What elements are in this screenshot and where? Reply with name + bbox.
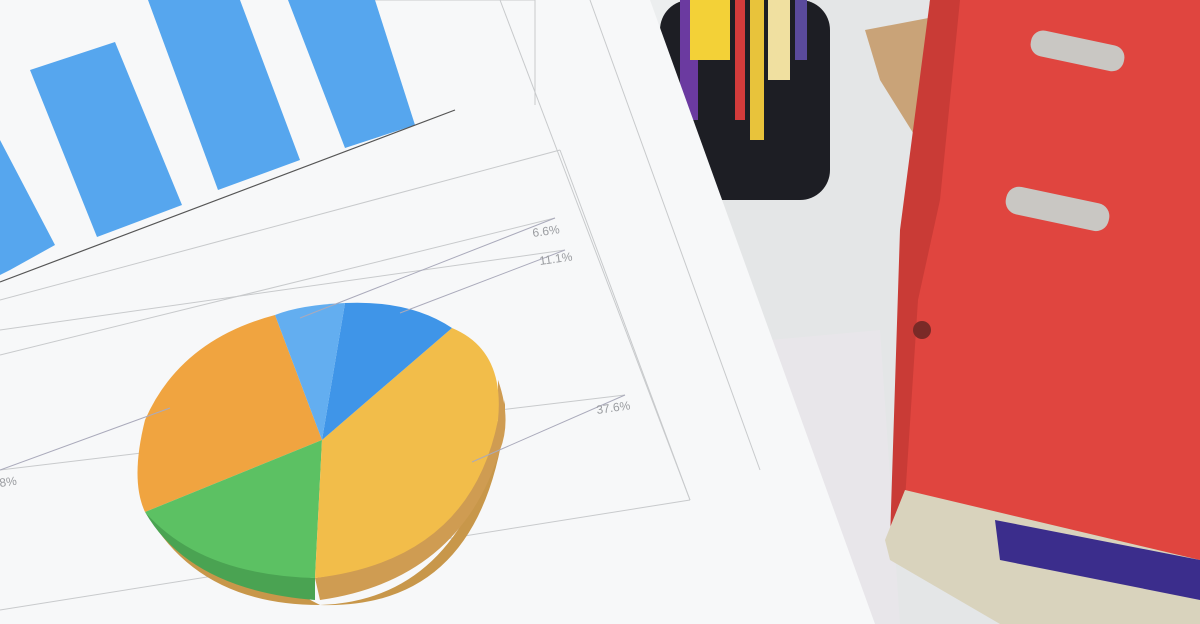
pie-label-c: 37.6% [595,398,631,417]
bar-axis [0,109,456,283]
leader-line-d [0,407,171,471]
leader-line-b [399,249,566,314]
bar-1 [0,140,55,275]
bar-3 [148,0,300,190]
pie-depth-green [145,512,315,600]
pie-label-a: 6.6% [531,222,560,240]
bar-4 [288,0,415,148]
pie-label-d: 8% [0,474,18,490]
pie-slice-orange [137,315,322,512]
pie-label-b: 11.1% [538,249,573,268]
pie-chart [0,217,626,606]
bar-chart [0,0,456,283]
binder-hole [913,321,931,339]
pie-slice-light-blue [275,303,345,440]
pie-slice-blue [322,302,452,440]
binder-ring-bottom [1005,186,1110,232]
pie-slice-yellow [315,328,499,578]
pie-slice-green [145,440,322,578]
bar-2 [30,42,182,237]
red-binder [885,0,1200,624]
leader-line-a [299,217,556,319]
leader-line-c [471,394,626,463]
binder-ring-top [1030,30,1125,72]
